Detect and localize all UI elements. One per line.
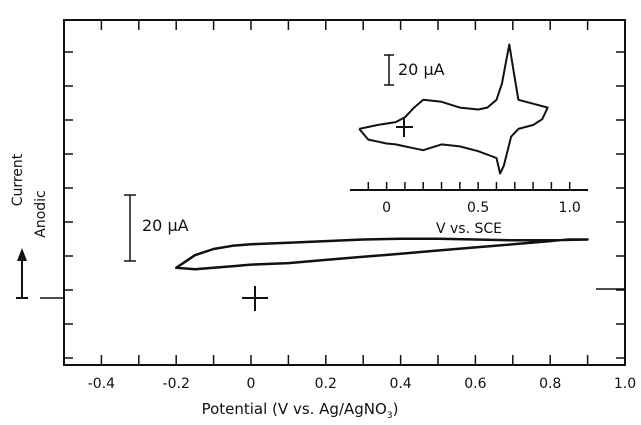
inset-x-ticks bbox=[367, 182, 571, 190]
anodic-arrow-head bbox=[17, 248, 27, 261]
main-ylabel-current: Current bbox=[10, 153, 26, 206]
x-tick-label: 0 bbox=[247, 376, 256, 392]
x-tick-label: 0.6 bbox=[464, 376, 486, 392]
main-cv-series-line bbox=[174, 237, 589, 271]
inset-cv-curve bbox=[358, 43, 549, 175]
main-scale-bar bbox=[124, 194, 136, 262]
x-tick-label: 0.4 bbox=[389, 376, 411, 392]
inset-x-tick-label: 1.0 bbox=[559, 200, 581, 216]
x-tick-label: -0.4 bbox=[88, 376, 115, 392]
main-cv-curve bbox=[174, 237, 589, 271]
main-ylabel-anodic: Anodic bbox=[33, 190, 49, 238]
x-tick-label: -0.2 bbox=[163, 376, 190, 392]
inset-x-tick-label: 0.5 bbox=[467, 200, 489, 216]
inset-xlabel: V vs. SCE bbox=[436, 221, 502, 237]
main-x-tick-labels: -0.4 -0.2 0 0.2 0.4 0.6 0.8 1.0 bbox=[88, 376, 636, 392]
main-plot-frame bbox=[63, 19, 626, 366]
main-xlabel: Potential (V vs. Ag/AgNO3) bbox=[202, 400, 399, 421]
inset-x-tick-label: 0 bbox=[382, 200, 391, 216]
inset-scale-bar bbox=[384, 54, 394, 86]
inset-x-tick-labels: 0 0.5 1.0 bbox=[382, 200, 581, 216]
main-scale-bar-label: 20 μA bbox=[142, 216, 189, 235]
inset-scale-bar-label: 20 μA bbox=[398, 60, 445, 79]
x-tick-label: 0.8 bbox=[539, 376, 561, 392]
x-tick-label: 0.2 bbox=[315, 376, 337, 392]
x-tick-label: 1.0 bbox=[614, 376, 636, 392]
inset-cv-series-line bbox=[358, 43, 549, 175]
main-x-ticks bbox=[63, 20, 626, 365]
